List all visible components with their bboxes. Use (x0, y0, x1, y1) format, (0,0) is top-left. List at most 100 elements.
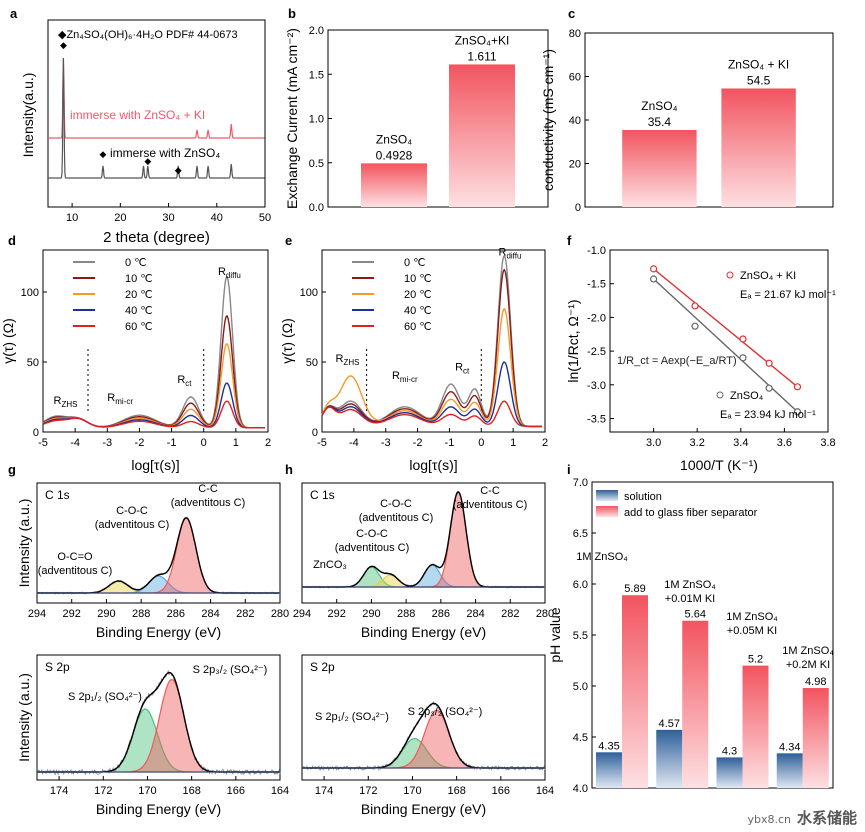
f-legend-marker (726, 271, 734, 279)
d-annotation: Rmi-cr (107, 392, 133, 406)
watermark: ybx8.cn 水系储能 (747, 807, 857, 828)
watermark-site: ybx8.cn (747, 813, 791, 826)
h_c1s-title: C 1s (310, 488, 335, 502)
a-x-tick-label: 40 (211, 212, 223, 224)
i-y-tick-label: 7.0 (573, 477, 588, 489)
panel-label-i: i (567, 462, 571, 477)
i-y-tick-label: 4.5 (573, 732, 588, 744)
c-bar-value: 54.5 (747, 73, 771, 87)
g_c1s-x-tick-label: 294 (28, 608, 46, 620)
i-category-label: 1M ZnSO₄ (782, 645, 834, 657)
i-legend-swatch (596, 506, 618, 517)
g_s2p-x-tick-label: 172 (94, 785, 112, 797)
e-legend-label: 0 ℃ (404, 257, 426, 269)
f-y-tick-label: -3.5 (587, 414, 606, 426)
d-xlabel: log[τ(s)] (131, 457, 179, 473)
f-ea-label: Eₐ = 21.67 kJ mol⁻¹ (740, 289, 836, 301)
g_s2p-x-tick-label: 174 (50, 785, 68, 797)
h_c1s-x-tick-label: 294 (293, 608, 311, 620)
i-bar-value: 5.2 (748, 654, 763, 666)
e-y-tick-label: 100 (300, 287, 318, 299)
d-legend-label: 10 ℃ (125, 273, 153, 285)
h_s2p-x-tick-label: 174 (315, 785, 333, 797)
panel-label-e: e (285, 233, 292, 248)
e-x-tick-label: 0 (478, 437, 484, 449)
a-peak-marker: ◆ (175, 165, 182, 175)
h_c1s-x-tick-label: 290 (362, 608, 380, 620)
f-y-tick-label: -1.5 (587, 279, 606, 291)
g_c1s-x-tick-label: 284 (201, 608, 219, 620)
e-xlabel: log[τ(s)] (409, 457, 457, 473)
i-bar-value: 5.64 (685, 609, 706, 621)
e-x-tick-label: -4 (349, 437, 359, 449)
c-bar (721, 88, 796, 207)
h_s2p-x-tick-label: 164 (536, 785, 554, 797)
g_c1s-xlabel: Binding Energy (eV) (96, 624, 221, 640)
g_c1s-x-tick-label: 288 (132, 608, 150, 620)
panel-label-g_c1s: g (8, 462, 16, 477)
b-ylabel: Exchange Current (mA cm⁻²) (284, 28, 300, 209)
f-legend-marker (716, 391, 724, 399)
i-bar (802, 688, 829, 788)
panel-g_s2p-frame (36, 654, 281, 781)
d-x-tick-label: 2 (265, 437, 271, 449)
c-y-tick-label: 0 (575, 202, 581, 214)
h_s2p-title: S 2p (310, 660, 335, 674)
g_c1s-peak-label: O-C=O (57, 551, 93, 563)
b-y-tick-label: 1.0 (309, 114, 324, 126)
h_c1s-x-tick-label: 292 (328, 608, 346, 620)
f-data-point (793, 383, 802, 391)
h_c1s-peak-label: ZnCO₃ (313, 559, 347, 571)
e-annotation-sub: diffu (506, 252, 521, 261)
e-legend-label: 10 ℃ (404, 273, 432, 285)
f-equation: 1/R_ct = Aexp(−E_a/RT) (617, 355, 737, 367)
e-series-line (321, 400, 542, 428)
e-series-line (321, 307, 542, 428)
i-y-tick-label: 5.5 (573, 630, 588, 642)
e-annotation: Rdiffu (498, 247, 521, 261)
i-bar-value: 4.35 (598, 740, 619, 752)
i-bar (682, 620, 709, 788)
d-x-tick-label: -3 (102, 437, 112, 449)
b-bar (449, 64, 515, 207)
h_c1s-x-tick-label: 280 (536, 608, 554, 620)
f-x-tick-label: 3.6 (777, 437, 792, 449)
h_s2p-x-tick-label: 172 (359, 785, 377, 797)
panel-g_c1s-frame (36, 482, 281, 604)
f-data-point (739, 335, 747, 343)
g_c1s-x-tick-label: 286 (167, 608, 185, 620)
f-x-tick-label: 3.8 (820, 437, 835, 449)
h_c1s-peak-label: C-O-C (356, 528, 388, 540)
c-bar (622, 130, 697, 207)
h_c1s-x-tick-label: 284 (466, 608, 484, 620)
i-legend-label: solution (624, 491, 662, 503)
g_s2p-xlabel: Binding Energy (eV) (96, 801, 221, 817)
d-series-line (42, 400, 265, 429)
i-bar-value: 4.34 (779, 741, 800, 753)
e-x-tick-label: -5 (317, 437, 327, 449)
d-legend-label: 60 ℃ (125, 321, 153, 333)
e-x-tick-label: 1 (510, 437, 516, 449)
e-series-line (321, 361, 542, 428)
i-y-tick-label: 6.5 (573, 528, 588, 540)
panel-e-frame (321, 249, 546, 433)
e-annotation-sub: ct (463, 366, 470, 375)
panel-label-d: d (8, 233, 16, 248)
h_c1s-xlabel: Binding Energy (eV) (361, 624, 486, 640)
d-x-tick-label: 1 (233, 437, 239, 449)
panel-label-f: f (567, 233, 572, 248)
a-peak-marker: ◆ (144, 156, 151, 166)
h_s2p-x-tick-label: 166 (492, 785, 510, 797)
g_c1s-peak-area (37, 575, 280, 594)
c-y-tick-label: 80 (569, 28, 581, 40)
d-x-tick-label: -4 (70, 437, 80, 449)
d-annotation-sub: ct (185, 379, 192, 388)
i-category-label: +0.2M KI (786, 659, 830, 671)
e-annotation-sub: mi-cr (400, 375, 418, 384)
h_s2p-raw-data (301, 700, 546, 772)
d-y-tick-label: 50 (27, 357, 39, 369)
h_s2p-x-tick-label: 168 (447, 785, 465, 797)
h_c1s-x-tick-label: 288 (397, 608, 415, 620)
a-series-label: immerse with ZnSO₄ + KI (70, 108, 205, 122)
i-legend-swatch (596, 490, 618, 501)
